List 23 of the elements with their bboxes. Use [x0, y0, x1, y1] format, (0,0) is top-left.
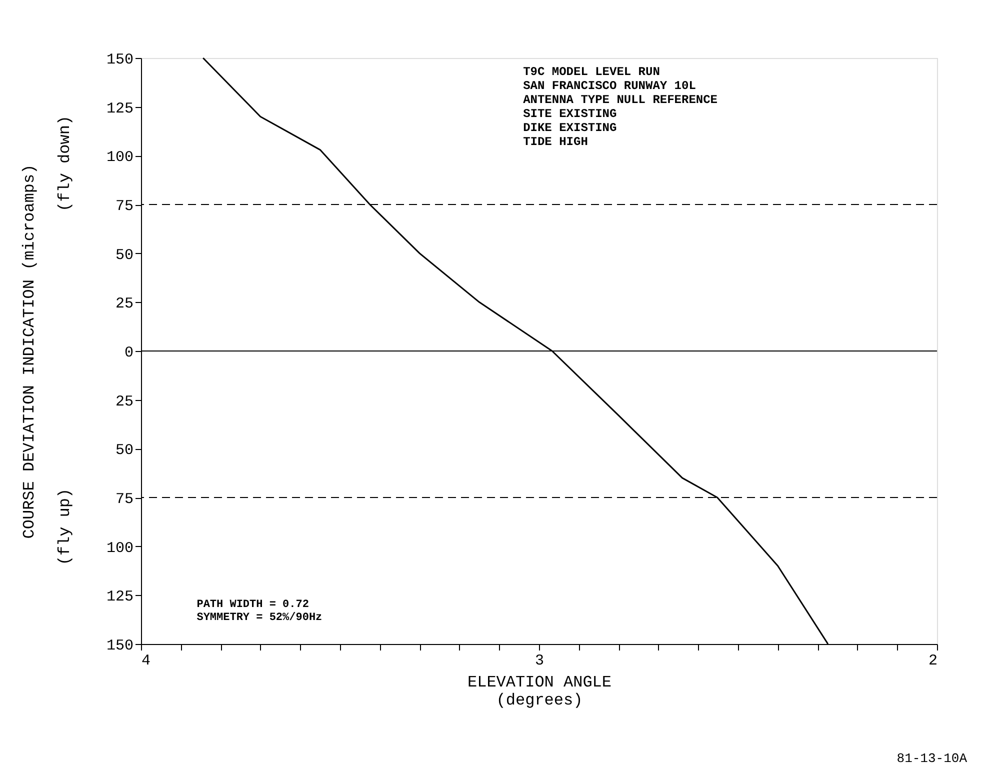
text: (fly up) — [56, 488, 74, 566]
y-tick-label: 0 — [124, 344, 134, 362]
x-tick-label: 4 — [142, 652, 151, 670]
y-tick-label: 50 — [115, 246, 134, 264]
y-tick-label: 25 — [115, 393, 134, 410]
y-tick-label: 50 — [115, 442, 134, 460]
y-tick-label: 75 — [115, 198, 134, 215]
y-tick-label: 150 — [106, 638, 134, 654]
y-tick-label: 75 — [115, 491, 134, 508]
x-axis-title: ELEVATION ANGLE (degrees) — [467, 674, 612, 710]
y-tick-label: 150 — [106, 52, 134, 68]
annotation: PATH WIDTH = 0.72 SYMMETRY = 52%/90Hz — [196, 599, 322, 624]
y-tick-label: 25 — [115, 296, 134, 313]
y-tick-label: 100 — [106, 540, 134, 557]
x-tick-label: 3 — [534, 652, 544, 670]
y-tick-label: 125 — [106, 100, 134, 118]
text: 81-13-10A — [896, 751, 968, 766]
x-tick-label: 2 — [928, 652, 938, 670]
y-axis-title: COURSE DEVIATION INDICATION (microamps) — [20, 164, 38, 539]
annotation: T9C MODEL LEVEL RUN SAN FRANCISCO RUNWAY 10L ANTENNA TYPE NULL REFERENCE SITE EXISTING DIKE EXISTING TIDE HIGH — [523, 65, 718, 149]
text: (fly down) — [56, 115, 74, 212]
y-tick-label: 125 — [106, 588, 134, 606]
y-tick-label: 100 — [106, 149, 134, 166]
